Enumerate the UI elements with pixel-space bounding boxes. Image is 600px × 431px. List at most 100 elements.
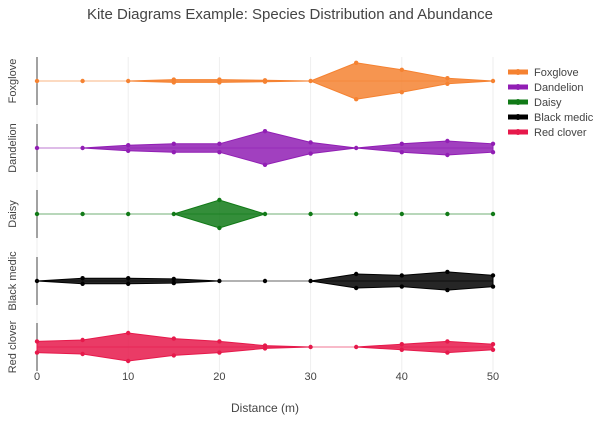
data-point (126, 276, 131, 281)
data-point (126, 143, 131, 148)
legend-label: Black medic (534, 112, 594, 124)
legend-marker (515, 84, 521, 90)
data-point (126, 211, 131, 217)
legend-marker (515, 114, 521, 120)
data-point (445, 81, 450, 87)
data-point (308, 78, 313, 84)
data-point (217, 278, 222, 284)
data-point (354, 145, 359, 151)
data-point (490, 347, 496, 352)
data-point (308, 211, 313, 217)
data-point (354, 271, 359, 277)
row-label: Black medic (7, 251, 19, 311)
data-point (217, 141, 222, 146)
legend-label: Dandelion (534, 82, 584, 94)
data-point (80, 337, 85, 343)
data-point (171, 141, 176, 146)
data-point (354, 97, 359, 102)
data-point (126, 148, 131, 153)
data-point (34, 339, 40, 344)
data-point (354, 344, 359, 350)
data-point (80, 276, 85, 281)
data-point (34, 211, 40, 217)
data-point (217, 80, 222, 85)
data-point (80, 281, 85, 286)
legend-marker (515, 129, 521, 135)
data-point (217, 197, 222, 203)
data-point (445, 138, 450, 144)
chart-title: Kite Diagrams Example: Species Distribut… (87, 6, 493, 23)
data-point (34, 78, 40, 84)
data-point (399, 347, 404, 352)
data-point (399, 211, 404, 217)
x-axis: 0 10 20 30 40 50 (34, 371, 499, 383)
data-point (399, 150, 404, 155)
data-point (171, 211, 176, 217)
data-point (262, 79, 268, 84)
data-point (171, 150, 176, 155)
legend-item: Daisy (508, 97, 562, 109)
data-point (308, 344, 313, 350)
x-tick-label: 50 (487, 371, 499, 383)
data-point (399, 273, 404, 278)
legend-label: Red clover (534, 127, 587, 139)
x-tick-label: 40 (396, 371, 408, 383)
data-point (80, 145, 85, 151)
data-point (490, 78, 496, 84)
legend-item: Black medic (508, 112, 594, 124)
data-point (445, 287, 450, 293)
data-point (399, 342, 404, 347)
data-point (171, 336, 176, 341)
row-label: Red clover (7, 320, 19, 373)
row-label: Daisy (7, 200, 19, 228)
data-point (445, 350, 450, 355)
data-point (490, 342, 496, 347)
data-point (490, 150, 496, 155)
data-point (217, 225, 222, 231)
x-tick-label: 0 (34, 371, 40, 383)
kite-row-red-clover: Red clover (7, 320, 496, 373)
data-point (354, 285, 359, 291)
legend-marker (515, 69, 521, 75)
legend: Foxglove Dandelion Daisy Black medic Red clo… (508, 67, 594, 139)
legend-marker (515, 99, 521, 105)
legend-item: Dandelion (508, 82, 584, 94)
data-point (262, 346, 268, 351)
data-point (490, 141, 496, 146)
data-point (80, 211, 85, 217)
legend-label: Foxglove (534, 67, 579, 79)
data-point (262, 162, 268, 167)
row-label: Dandelion (7, 123, 19, 173)
data-point (399, 141, 404, 146)
data-point (171, 280, 176, 286)
data-point (126, 358, 131, 364)
data-point (126, 281, 131, 286)
data-point (262, 211, 268, 217)
row-label: Foxglove (7, 59, 19, 104)
data-point (445, 211, 450, 217)
data-point (445, 152, 450, 158)
data-point (126, 78, 131, 84)
data-point (445, 76, 450, 81)
data-point (217, 339, 222, 344)
data-point (126, 330, 131, 336)
data-point (217, 150, 222, 155)
data-point (262, 129, 268, 134)
kite-row-dandelion: Dandelion (7, 123, 496, 173)
data-point (490, 273, 496, 278)
data-point (34, 145, 40, 151)
data-point (34, 350, 40, 355)
kite-row-foxglove: Foxglove (7, 57, 496, 105)
legend-item: Red clover (508, 127, 587, 139)
data-point (217, 350, 222, 355)
data-point (80, 351, 85, 357)
data-point (445, 339, 450, 344)
data-point (171, 80, 176, 85)
data-point (354, 211, 359, 217)
x-tick-label: 20 (213, 371, 225, 383)
data-point (445, 269, 450, 275)
data-point (80, 78, 85, 84)
x-tick-label: 30 (304, 371, 316, 383)
data-point (399, 90, 404, 95)
